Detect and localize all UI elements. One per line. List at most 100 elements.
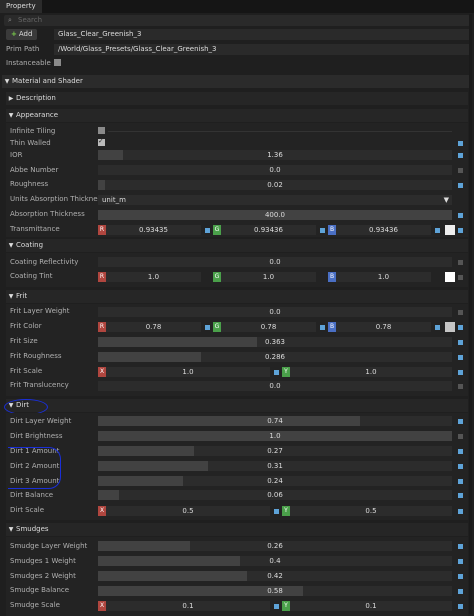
section-dirt[interactable]: ▼ Dirt bbox=[6, 399, 468, 412]
reset-icon[interactable] bbox=[458, 559, 463, 564]
smudges-1-weight-slider[interactable]: 0.4 bbox=[98, 556, 452, 566]
reset-icon[interactable] bbox=[458, 228, 463, 233]
thin-walled-label: Thin Walled bbox=[10, 139, 51, 147]
section-smudges[interactable]: ▼ Smudges bbox=[6, 523, 468, 536]
section-appearance[interactable]: ▼ Appearance bbox=[6, 109, 468, 122]
coating-reflectivity-slider[interactable]: 0.0 bbox=[98, 257, 452, 267]
tab-bar: Property bbox=[0, 0, 474, 13]
reset-icon[interactable] bbox=[458, 325, 463, 330]
coating-tint-color-swatch[interactable] bbox=[445, 272, 455, 282]
roughness-slider[interactable]: 0.02 bbox=[98, 180, 452, 190]
frit-layer-weight-slider[interactable]: 0.0 bbox=[98, 307, 452, 317]
frit-color-r-field[interactable]: R 0.78 bbox=[98, 322, 201, 332]
transmittance-r-field[interactable]: R 0.93435 bbox=[98, 225, 201, 235]
reset-icon[interactable] bbox=[458, 370, 463, 375]
dirt-scale-x-field[interactable]: X 0.5 bbox=[98, 506, 270, 516]
frit-color-swatch[interactable] bbox=[445, 322, 455, 332]
frit-size-label: Frit Size bbox=[10, 337, 38, 345]
reset-icon[interactable] bbox=[205, 228, 210, 233]
smudge-balance-slider[interactable]: 0.58 bbox=[98, 586, 452, 596]
prim-name-field[interactable]: Glass_Clear_Greenish_3 bbox=[54, 29, 470, 40]
dirt-layer-weight-slider[interactable]: 0.74 bbox=[98, 416, 452, 426]
section-coating[interactable]: ▼ Coating bbox=[6, 239, 468, 252]
frit-roughness-slider[interactable]: 0.286 bbox=[98, 352, 452, 362]
thin-walled-checkbox[interactable] bbox=[98, 137, 105, 146]
reset-icon[interactable] bbox=[458, 168, 463, 173]
prim-path-field[interactable]: /World/Glass_Presets/Glass_Clear_Greenis… bbox=[54, 44, 470, 55]
reset-icon[interactable] bbox=[458, 340, 463, 345]
reset-icon[interactable] bbox=[320, 228, 325, 233]
reset-icon[interactable] bbox=[274, 604, 279, 609]
transmittance-g-field[interactable]: G 0.93436 bbox=[213, 225, 316, 235]
r-tag: R bbox=[98, 272, 106, 282]
reset-icon[interactable] bbox=[458, 384, 463, 389]
transmittance-color-swatch[interactable] bbox=[445, 225, 455, 235]
reset-icon[interactable] bbox=[458, 153, 463, 158]
reset-icon[interactable] bbox=[458, 544, 463, 549]
frit-translucency-label: Frit Translucency bbox=[10, 381, 69, 389]
reset-icon[interactable] bbox=[458, 355, 463, 360]
reset-icon[interactable] bbox=[274, 370, 279, 375]
reset-icon[interactable] bbox=[458, 213, 463, 218]
dirt-scale-y-field[interactable]: Y 0.5 bbox=[282, 506, 452, 516]
reset-icon[interactable] bbox=[458, 509, 463, 514]
reset-icon[interactable] bbox=[458, 479, 463, 484]
reset-icon[interactable] bbox=[458, 493, 463, 498]
field-value: 0.5 bbox=[365, 507, 377, 515]
dirt-3-amount-slider[interactable]: 0.24 bbox=[98, 476, 452, 486]
add-label: Add bbox=[18, 30, 33, 38]
reset-icon[interactable] bbox=[458, 574, 463, 579]
frit-scale-x-field[interactable]: X 1.0 bbox=[98, 367, 270, 377]
scrollbar[interactable] bbox=[469, 14, 472, 614]
section-description[interactable]: ▶ Description bbox=[6, 92, 468, 105]
search-input[interactable]: ⌕ Search bbox=[4, 15, 470, 26]
dirt-brightness-slider[interactable]: 1.0 bbox=[98, 431, 452, 441]
frit-color-label: Frit Color bbox=[10, 322, 42, 330]
reset-icon[interactable] bbox=[435, 228, 440, 233]
reset-icon[interactable] bbox=[458, 604, 463, 609]
dirt-2-amount-slider[interactable]: 0.31 bbox=[98, 461, 452, 471]
frit-color-g-field[interactable]: G 0.78 bbox=[213, 322, 316, 332]
dirt-balance-slider[interactable]: 0.06 bbox=[98, 490, 452, 500]
add-button[interactable]: + Add bbox=[6, 29, 38, 40]
reset-icon[interactable] bbox=[458, 464, 463, 469]
smudges-2-weight-slider[interactable]: 0.42 bbox=[98, 571, 452, 581]
reset-icon[interactable] bbox=[205, 325, 210, 330]
abbe-number-slider[interactable]: 0.0 bbox=[98, 165, 452, 175]
reset-icon[interactable] bbox=[458, 260, 463, 265]
coating-tint-g-field[interactable]: G 1.0 bbox=[213, 272, 316, 282]
reset-icon[interactable] bbox=[458, 449, 463, 454]
smudge-scale-x-field[interactable]: X 0.1 bbox=[98, 601, 270, 611]
section-frit[interactable]: ▼ Frit bbox=[6, 290, 468, 303]
reset-icon[interactable] bbox=[458, 275, 463, 280]
absorption-thickness-slider[interactable]: 400.0 bbox=[98, 210, 452, 220]
ior-slider[interactable]: 1.36 bbox=[98, 150, 452, 160]
frit-color-b-field[interactable]: B 0.78 bbox=[328, 322, 431, 332]
coating-tint-r-field[interactable]: R 1.0 bbox=[98, 272, 201, 282]
section-material-and-shader[interactable]: ▼ Material and Shader bbox=[2, 75, 472, 88]
frit-scale-y-field[interactable]: Y 1.0 bbox=[282, 367, 452, 377]
dirt-1-amount-slider[interactable]: 0.27 bbox=[98, 446, 452, 456]
reset-icon[interactable] bbox=[458, 419, 463, 424]
tab-property[interactable]: Property bbox=[0, 0, 42, 13]
units-absorption-dropdown[interactable]: unit_m ▼ bbox=[98, 195, 452, 205]
reset-icon[interactable] bbox=[458, 141, 463, 146]
infinite-tiling-checkbox[interactable] bbox=[98, 127, 105, 134]
coating-tint-b-field[interactable]: B 1.0 bbox=[328, 272, 431, 282]
reset-icon[interactable] bbox=[458, 183, 463, 188]
instanceable-checkbox[interactable] bbox=[54, 59, 61, 66]
frit-size-slider[interactable]: 0.363 bbox=[98, 337, 452, 347]
reset-icon[interactable] bbox=[458, 310, 463, 315]
slider-fill bbox=[98, 416, 360, 426]
units-absorption-thickness-label: Units Absorption Thickness bbox=[10, 195, 105, 203]
reset-icon[interactable] bbox=[435, 325, 440, 330]
smudge-scale-y-field[interactable]: Y 0.1 bbox=[282, 601, 452, 611]
slider-value: 0.0 bbox=[269, 166, 281, 174]
smudge-layer-weight-slider[interactable]: 0.26 bbox=[98, 541, 452, 551]
frit-translucency-slider[interactable]: 0.0 bbox=[98, 381, 452, 391]
transmittance-b-field[interactable]: B 0.93436 bbox=[328, 225, 431, 235]
reset-icon[interactable] bbox=[458, 434, 463, 439]
reset-icon[interactable] bbox=[458, 589, 463, 594]
reset-icon[interactable] bbox=[274, 509, 279, 514]
reset-icon[interactable] bbox=[320, 325, 325, 330]
